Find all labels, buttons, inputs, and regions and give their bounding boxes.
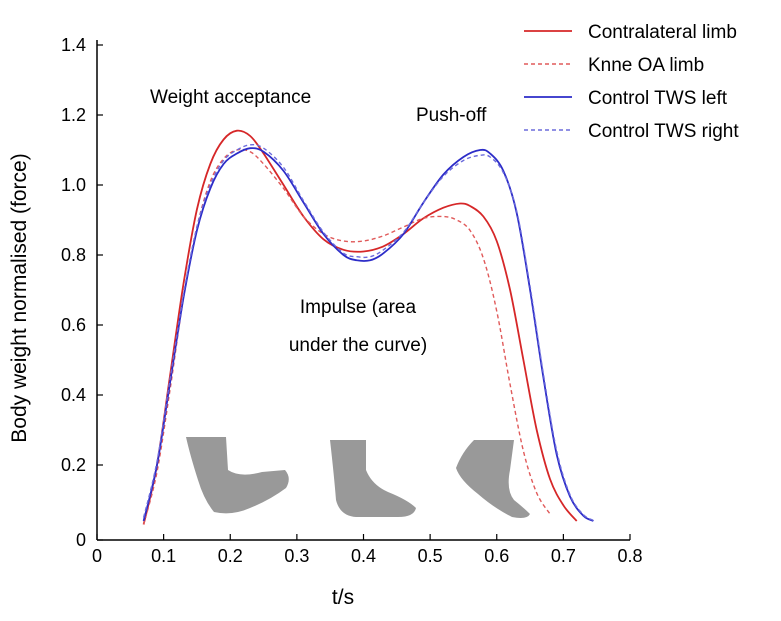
x-tick-label: 0.4 [351, 546, 376, 566]
foot-heel-strike-icon [186, 437, 289, 514]
series-group [142, 129, 596, 525]
x-tick-label: 0 [92, 546, 102, 566]
y-tick-label: 1.4 [61, 35, 86, 55]
y-ticks: 0 0.2 0.4 0.6 0.8 1.0 1.2 1.4 [61, 35, 103, 550]
y-tick-label: 0.4 [61, 385, 86, 405]
legend: Contralateral limb Knne OA limb Control TW… [524, 22, 739, 142]
annotation-push-off: Push-off [416, 105, 487, 126]
axes: 0 0.1 0.2 0.3 0.4 0.5 0.6 0.7 0.8 0 0.2 0.4 0.6 0.8 1… [61, 35, 643, 566]
legend-label-contralateral-limb: Contralateral limb [588, 22, 737, 43]
x-tick-label: 0.2 [218, 546, 243, 566]
y-tick-label: 1.0 [61, 175, 86, 195]
foot-midstance-icon [330, 440, 416, 517]
legend-label-control-tws-left: Control TWS left [588, 88, 728, 109]
y-tick-label: 0.8 [61, 245, 86, 265]
annotation-impulse-line1: Impulse (area [300, 297, 417, 318]
x-tick-label: 0.6 [484, 546, 509, 566]
x-tick-label: 0.8 [617, 546, 642, 566]
x-tick-label: 0.1 [151, 546, 176, 566]
x-axis-title: t/s [332, 586, 354, 609]
x-tick-label: 0.7 [551, 546, 576, 566]
y-axis-title: Body weight normalised (force) [8, 153, 31, 442]
annotation-impulse-line2: under the curve) [289, 335, 427, 356]
y-tick-label: 0.2 [61, 455, 86, 475]
x-ticks: 0 0.1 0.2 0.3 0.4 0.5 0.6 0.7 0.8 [92, 534, 643, 566]
y-tick-label: 0 [76, 530, 86, 550]
annotation-weight-acceptance: Weight acceptance [150, 87, 311, 108]
legend-label-knne-oa-limb: Knne OA limb [588, 55, 704, 76]
y-tick-label: 1.2 [61, 105, 86, 125]
series-line-contralateral-limb [142, 129, 578, 525]
legend-label-control-tws-right: Control TWS right [588, 121, 739, 142]
y-tick-label: 0.6 [61, 315, 86, 335]
x-tick-label: 0.5 [418, 546, 443, 566]
x-tick-label: 0.3 [284, 546, 309, 566]
foot-push-off-icon [456, 440, 530, 518]
